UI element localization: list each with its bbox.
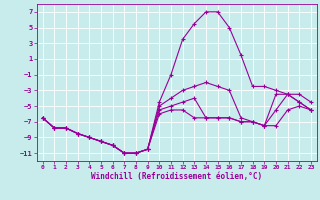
X-axis label: Windchill (Refroidissement éolien,°C): Windchill (Refroidissement éolien,°C) [91,172,262,181]
